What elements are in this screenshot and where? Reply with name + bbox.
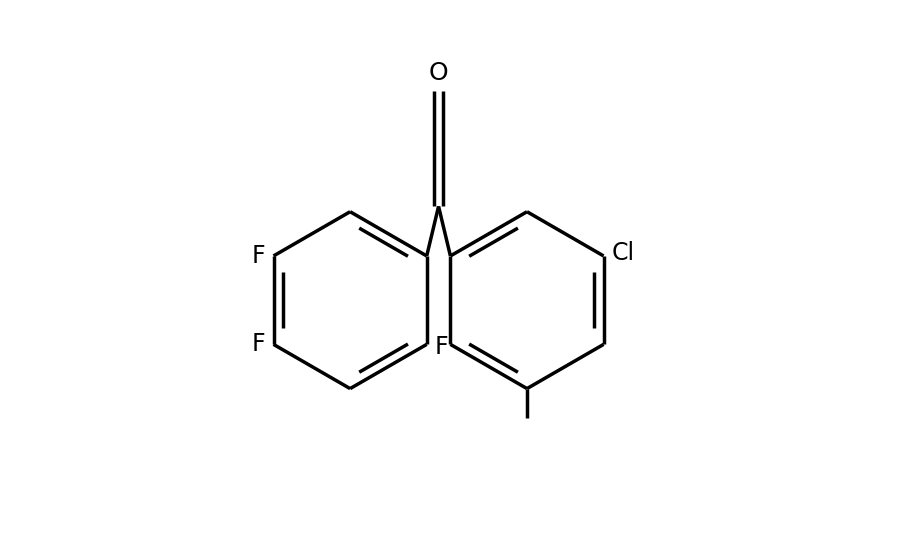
Text: F: F (252, 244, 266, 268)
Text: F: F (435, 335, 448, 359)
Text: F: F (252, 332, 266, 356)
Text: Cl: Cl (611, 241, 634, 265)
Text: O: O (428, 61, 448, 85)
